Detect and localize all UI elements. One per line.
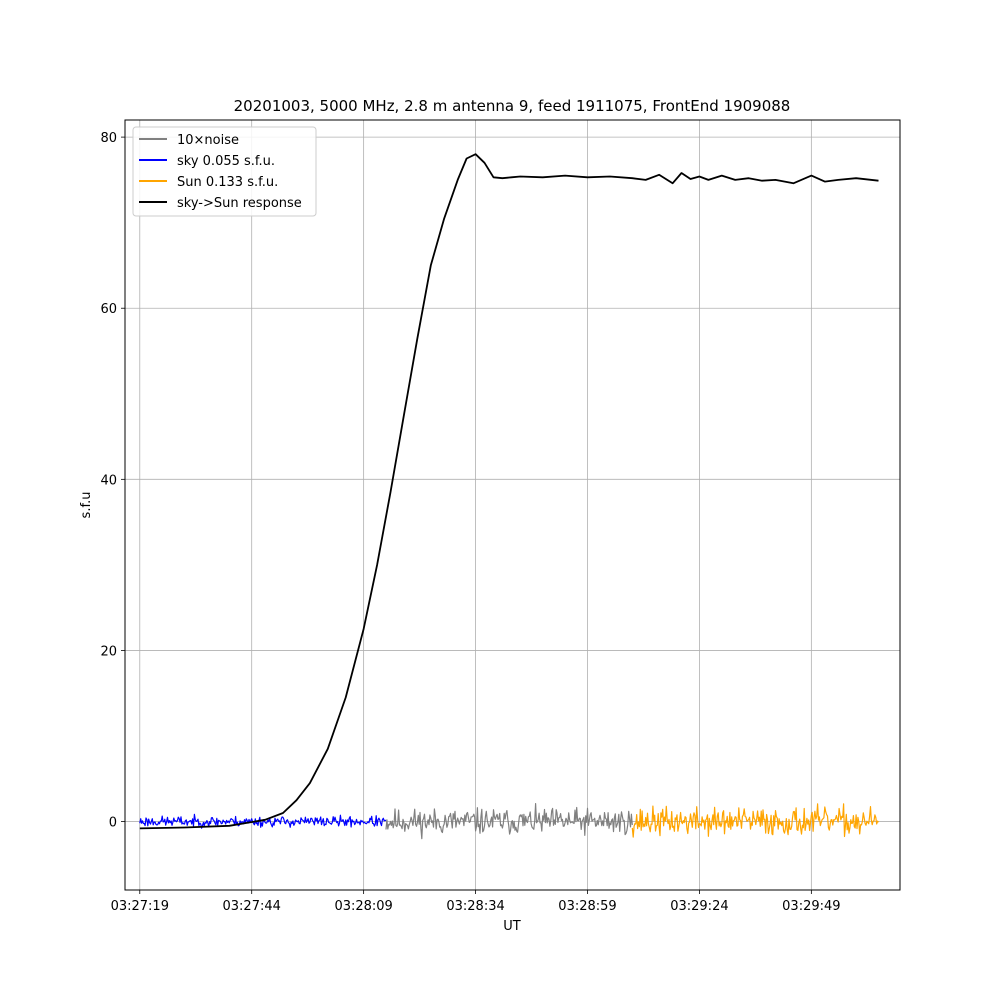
x-axis-label: UT (503, 919, 521, 934)
x-tick-label: 03:27:19 (111, 899, 169, 914)
y-tick-label: 80 (100, 131, 117, 146)
plot-series (139, 153, 879, 840)
legend-label: sky->Sun response (177, 196, 302, 211)
legend-label: sky 0.055 s.f.u. (177, 154, 275, 169)
y-tick-label: 60 (100, 302, 117, 317)
chart-title: 20201003, 5000 MHz, 2.8 m antenna 9, fee… (234, 97, 791, 115)
series-line (385, 803, 633, 840)
y-tick-label: 40 (100, 473, 117, 488)
axes-frame (124, 119, 901, 891)
legend: 10×noise sky 0.055 s.f.u. Sun 0.133 s.f.u.… (132, 126, 317, 217)
y-axis-label: s.f.u (79, 492, 94, 519)
series-line (139, 813, 387, 829)
x-tick-label: 03:28:59 (558, 899, 616, 914)
x-tick-label: 03:29:24 (670, 899, 728, 914)
y-tick-label: 0 (109, 816, 117, 831)
x-tick-label: 03:29:49 (782, 899, 840, 914)
x-tick-label: 03:28:34 (446, 899, 504, 914)
series-line (631, 803, 879, 838)
x-tick-label: 03:27:44 (223, 899, 281, 914)
legend-label: Sun 0.133 s.f.u. (177, 175, 278, 190)
axis-ticks: 03:27:19 03:27:44 03:28:09 03:28:34 03:28:59… (100, 131, 840, 914)
legend-box (132, 126, 317, 217)
y-tick-label: 20 (100, 644, 117, 659)
legend-label: 10×noise (177, 133, 239, 148)
series-line (139, 153, 879, 830)
x-tick-label: 03:28:09 (334, 899, 392, 914)
